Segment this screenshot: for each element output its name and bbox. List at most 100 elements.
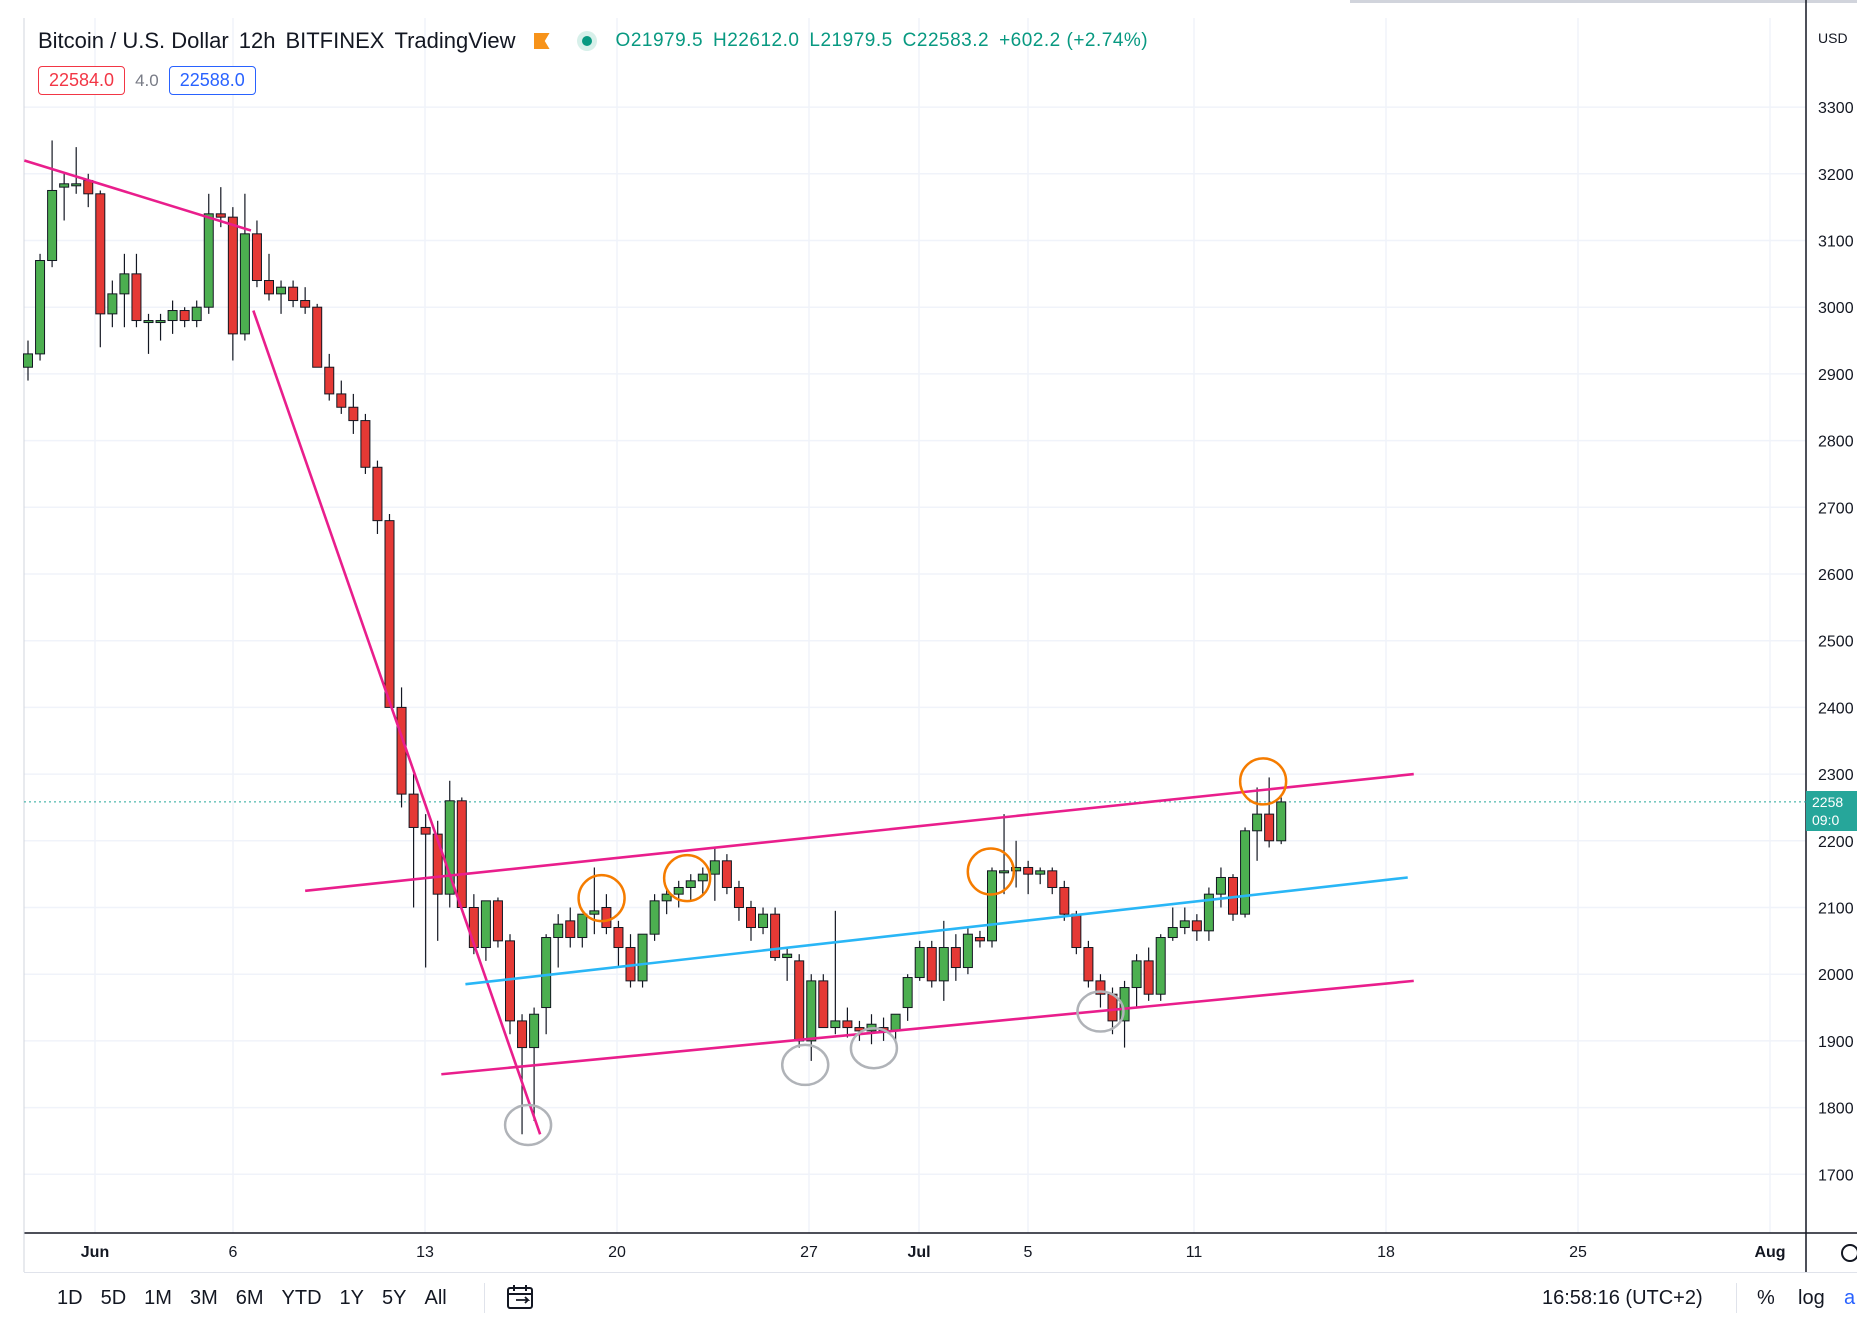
candle-down[interactable] bbox=[1264, 813, 1275, 842]
candle-up[interactable] bbox=[938, 947, 949, 982]
candle-down[interactable] bbox=[360, 420, 371, 468]
candle-up[interactable] bbox=[191, 306, 202, 322]
candle-down[interactable] bbox=[1059, 886, 1070, 915]
candle-down[interactable] bbox=[264, 280, 274, 295]
resistance-touch-circle[interactable] bbox=[1238, 757, 1288, 806]
symbol-legend[interactable]: Bitcoin / U.S. Dollar 12h BITFINEX Tradi… bbox=[38, 28, 1148, 54]
candle-up[interactable] bbox=[119, 273, 130, 295]
range-5d-button[interactable]: 5D bbox=[100, 1287, 127, 1309]
candle-up[interactable] bbox=[1179, 920, 1190, 929]
candle-up[interactable] bbox=[697, 873, 708, 882]
channel-trendline[interactable] bbox=[441, 979, 1414, 1076]
candle-down[interactable] bbox=[348, 406, 359, 422]
candle-down[interactable] bbox=[396, 706, 407, 795]
candle-down[interactable] bbox=[1047, 870, 1058, 888]
candle-up[interactable] bbox=[806, 980, 817, 1042]
candle-up[interactable] bbox=[830, 1020, 841, 1029]
candle-up[interactable] bbox=[167, 310, 178, 322]
candle-down[interactable] bbox=[517, 1020, 528, 1049]
candle-down[interactable] bbox=[288, 286, 299, 302]
candle-up[interactable] bbox=[577, 913, 588, 939]
candle-up[interactable] bbox=[1203, 893, 1214, 932]
candle-down[interactable] bbox=[131, 273, 142, 322]
range-5y-button[interactable]: 5Y bbox=[382, 1287, 407, 1309]
candle-down[interactable] bbox=[95, 193, 106, 315]
candle-up[interactable] bbox=[1167, 927, 1178, 939]
candle-down[interactable] bbox=[336, 393, 347, 408]
candle-up[interactable] bbox=[1011, 866, 1022, 872]
candle-up[interactable] bbox=[1252, 813, 1263, 832]
sell-price-button[interactable]: 22584.0 bbox=[38, 66, 126, 95]
settings-gear-icon[interactable] bbox=[1841, 1244, 1857, 1262]
candle-up[interactable] bbox=[661, 893, 672, 902]
currency-label[interactable]: USD bbox=[1818, 30, 1848, 46]
candle-down[interactable] bbox=[432, 833, 443, 895]
candle-up[interactable] bbox=[1215, 876, 1226, 895]
candle-up[interactable] bbox=[444, 800, 455, 895]
candle-up[interactable] bbox=[649, 900, 660, 935]
candle-up[interactable] bbox=[541, 937, 552, 1009]
candle-down[interactable] bbox=[818, 980, 829, 1029]
candle-down[interactable] bbox=[1143, 960, 1154, 995]
midline-trendline[interactable] bbox=[465, 876, 1408, 986]
candle-down[interactable] bbox=[770, 913, 781, 959]
candle-up[interactable] bbox=[203, 213, 214, 308]
range-all-button[interactable]: All bbox=[424, 1287, 447, 1309]
candlestick-chart[interactable]: 3300 3200 3100 3000 2900 2800 2700 2600 2500 2400… bbox=[0, 0, 1857, 1272]
channel-trendline[interactable] bbox=[305, 772, 1414, 893]
candle-down[interactable] bbox=[179, 310, 190, 322]
candle-up[interactable] bbox=[47, 189, 58, 262]
channel-trendline[interactable] bbox=[252, 310, 542, 1135]
plot-area[interactable] bbox=[24, 18, 1806, 1233]
candle-down[interactable] bbox=[950, 947, 961, 969]
candle-up[interactable] bbox=[914, 947, 925, 979]
candle-up[interactable] bbox=[1276, 801, 1287, 842]
candle-up[interactable] bbox=[239, 233, 250, 335]
candle-up[interactable] bbox=[155, 320, 166, 324]
candle-down[interactable] bbox=[974, 937, 985, 942]
candle-down[interactable] bbox=[601, 907, 612, 929]
candle-up[interactable] bbox=[1155, 937, 1166, 995]
candle-down[interactable] bbox=[324, 366, 335, 395]
range-1m-button[interactable]: 1M bbox=[144, 1287, 172, 1309]
candle-down[interactable] bbox=[926, 947, 937, 982]
candle-up[interactable] bbox=[107, 293, 118, 315]
candle-up[interactable] bbox=[890, 1013, 901, 1032]
candle-up[interactable] bbox=[962, 933, 973, 969]
resistance-touch-circle[interactable] bbox=[577, 873, 626, 923]
candle-down[interactable] bbox=[312, 306, 323, 368]
candle-down[interactable] bbox=[492, 900, 503, 942]
candle-down[interactable] bbox=[408, 793, 419, 828]
candle-up[interactable] bbox=[529, 1013, 540, 1049]
candle-up[interactable] bbox=[673, 886, 684, 895]
auto-scale-toggle[interactable]: a bbox=[1844, 1287, 1856, 1309]
channel-trendline[interactable] bbox=[24, 159, 252, 232]
clock-timezone[interactable]: 16:58:16 (UTC+2) bbox=[1542, 1287, 1703, 1309]
candle-down[interactable] bbox=[794, 960, 805, 1042]
candle-up[interactable] bbox=[1131, 960, 1142, 989]
flag-icon[interactable] bbox=[533, 33, 550, 49]
candle-down[interactable] bbox=[1071, 913, 1082, 949]
candle-up[interactable] bbox=[1119, 987, 1130, 1022]
candle-down[interactable] bbox=[721, 860, 732, 888]
candle-up[interactable] bbox=[143, 320, 154, 324]
candle-down[interactable] bbox=[613, 927, 624, 949]
goto-date-icon[interactable] bbox=[504, 1283, 538, 1313]
percent-scale-toggle[interactable]: % bbox=[1757, 1287, 1775, 1309]
candle-down[interactable] bbox=[1023, 866, 1034, 875]
resistance-touch-circle[interactable] bbox=[966, 847, 1016, 896]
candle-down[interactable] bbox=[1107, 993, 1118, 1022]
candle-down[interactable] bbox=[215, 213, 226, 218]
candle-up[interactable] bbox=[480, 900, 491, 949]
candle-down[interactable] bbox=[1191, 920, 1202, 932]
range-6m-button[interactable]: 6M bbox=[235, 1287, 264, 1309]
candle-down[interactable] bbox=[384, 520, 395, 708]
candle-up[interactable] bbox=[758, 913, 769, 929]
candle-down[interactable] bbox=[420, 826, 431, 835]
candle-down[interactable] bbox=[842, 1020, 853, 1029]
resistance-touch-circle[interactable] bbox=[662, 853, 712, 903]
candle-up[interactable] bbox=[276, 286, 287, 295]
candle-up[interactable] bbox=[902, 977, 913, 1009]
range-1y-button[interactable]: 1Y bbox=[339, 1287, 365, 1309]
candle-up[interactable] bbox=[987, 870, 997, 942]
